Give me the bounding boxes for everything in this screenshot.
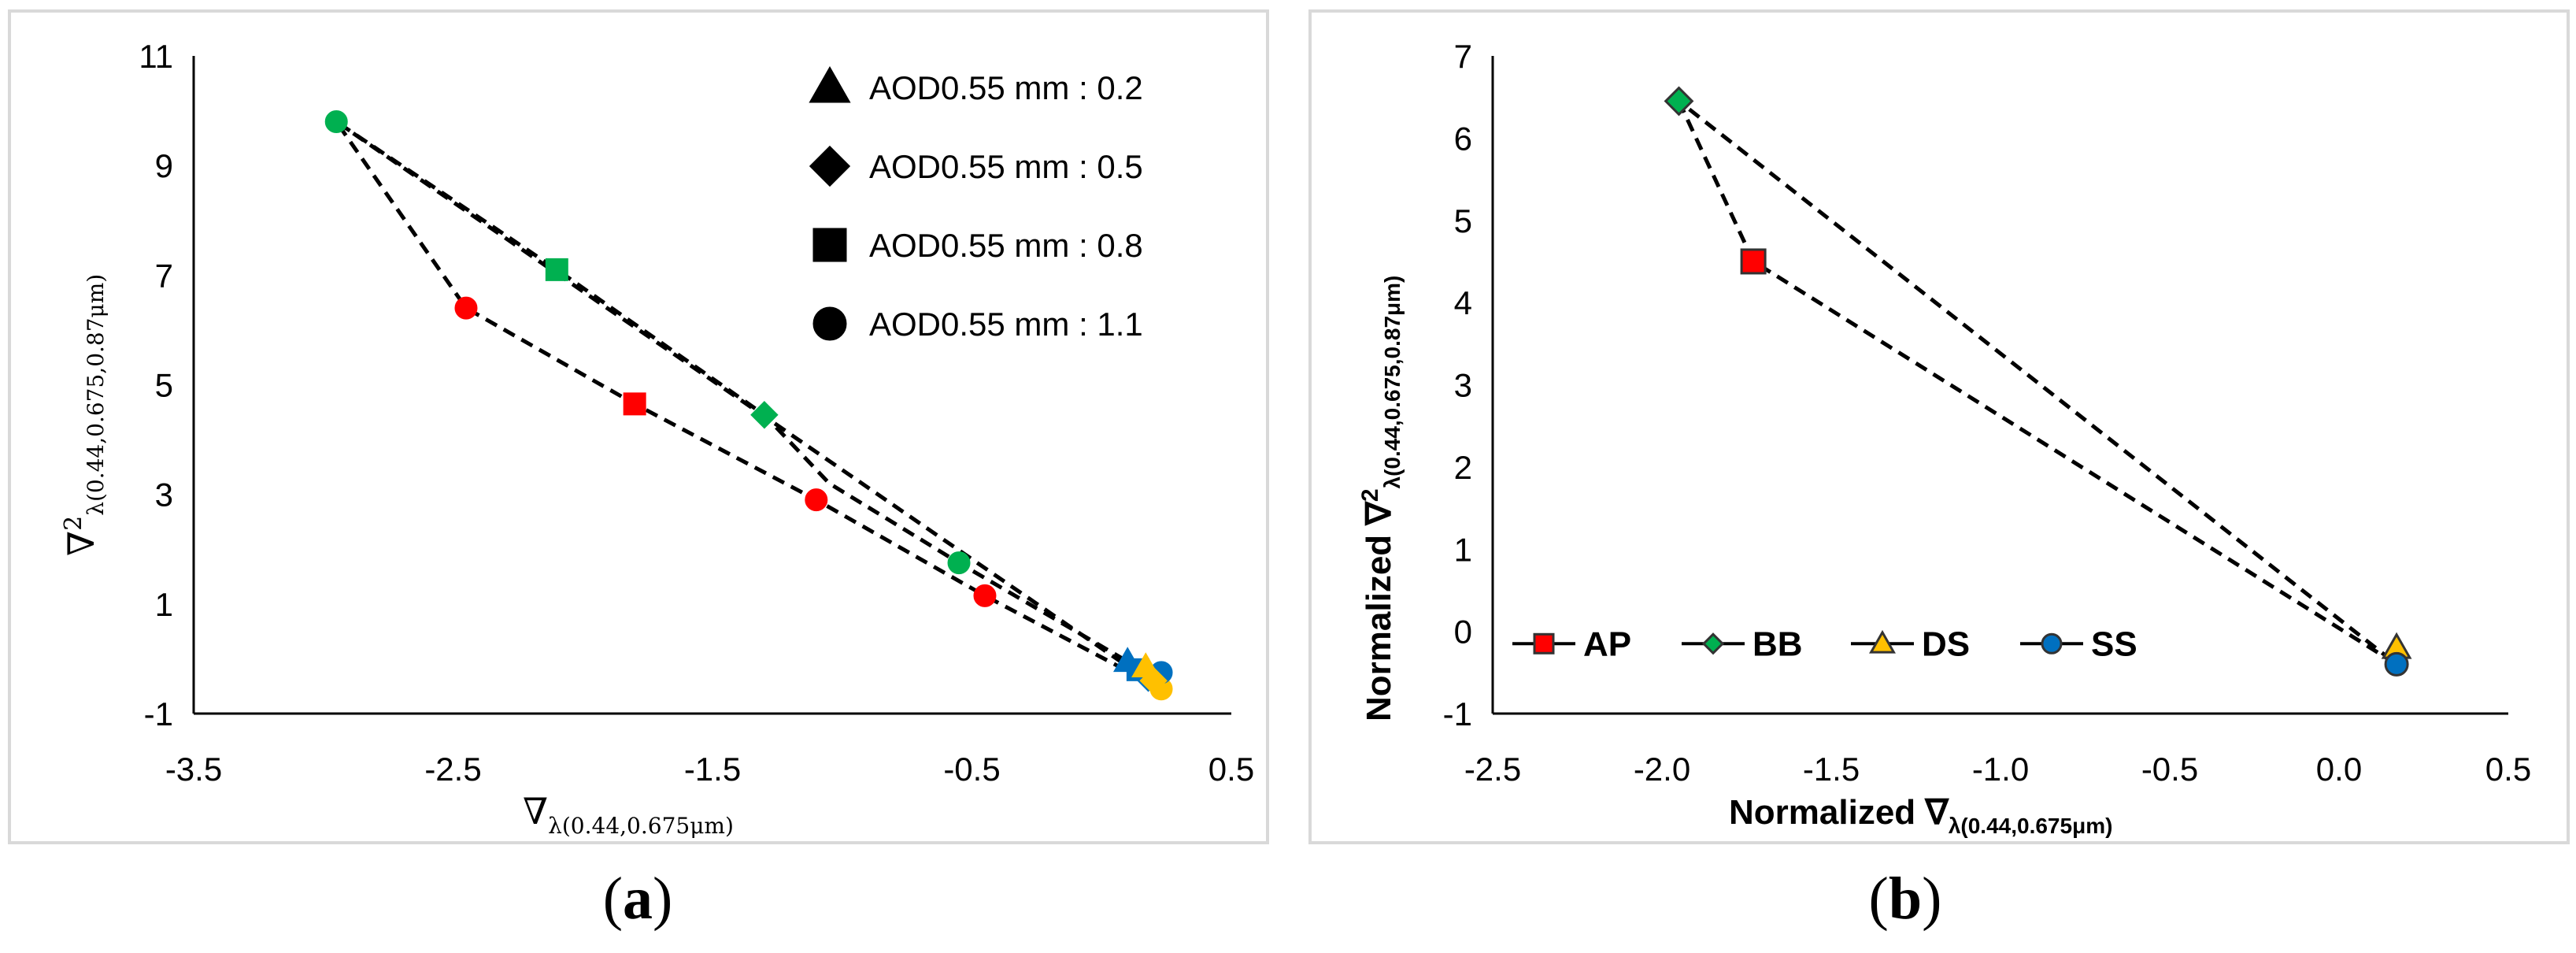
y-tick-label: 3 <box>1454 367 1472 404</box>
x-tick-label: -3.5 <box>165 751 222 788</box>
legend-marker-square <box>812 228 847 262</box>
caption-a-open: ( <box>602 866 623 932</box>
data-point-marker <box>454 296 478 320</box>
caption-b-open: ( <box>1868 866 1889 932</box>
chart-panel-a: -1 1 3 5 7 9 11 -3.5 -2.5 -1.5 -0.5 0.5 ∇λ(0.44,0.67… <box>8 9 1269 844</box>
y-tick-label: -1 <box>1443 695 1472 732</box>
x-tick-label: 0.5 <box>2485 751 2531 788</box>
x-axis-title: ∇λ(0.44,0.675μm) <box>523 790 734 839</box>
legend-label: AOD0.55 mm : 0.5 <box>869 148 1143 185</box>
data-point-marker <box>750 401 779 429</box>
y-tick-label: 0 <box>1454 614 1472 651</box>
caption-b-letter: b <box>1888 866 1923 932</box>
x-tick-label: -1.5 <box>684 751 741 788</box>
legend-label-AP: AP <box>1583 625 1631 663</box>
y-tick-label: 1 <box>155 586 173 623</box>
y-tick-label: 6 <box>1454 120 1472 157</box>
y-tick-label: 7 <box>1454 38 1472 75</box>
caption-b-close: ) <box>1922 866 1942 932</box>
y-tick-label: 11 <box>139 38 173 75</box>
legend-marker-SS <box>2041 632 2063 654</box>
x-tick-label: -2.5 <box>1464 751 1521 788</box>
y-tick-label: 7 <box>155 257 173 294</box>
data-point-marker <box>1139 666 1168 695</box>
y-tick-label: 1 <box>1454 531 1472 568</box>
legend-label-BB: BB <box>1752 625 1803 663</box>
data-point-marker <box>324 110 348 133</box>
x-tick-label: -0.5 <box>943 751 1000 788</box>
legend-marker-AP <box>1533 632 1555 654</box>
y-tick-label: 3 <box>155 476 173 514</box>
caption-a: (a) <box>520 865 756 933</box>
series-connector-line <box>335 120 1142 677</box>
data-point-SS <box>2384 651 2409 677</box>
y-tick-label: 5 <box>155 367 173 404</box>
x-tick-label: 0.5 <box>1208 751 1254 788</box>
chart-b-svg: -1 0 1 2 3 4 5 6 7 -2.5 -2.0 -1.5 -1.0 -0.5 0.0 0.5 Norm… <box>1357 38 2531 838</box>
legend-label: AOD0.55 mm : 0.8 <box>869 227 1143 264</box>
data-point-AP <box>1740 248 1767 275</box>
x-tick-label: -2.5 <box>424 751 481 788</box>
data-point-BB <box>1664 86 1694 117</box>
data-point-marker <box>805 488 828 512</box>
x-tick-label: -0.5 <box>2141 751 2198 788</box>
connector-line <box>1677 99 2398 666</box>
data-point-marker <box>947 551 971 575</box>
legend-marker-circle <box>812 306 847 341</box>
y-axis-title: ∇2λ(0.44,0.675,0.87μm) <box>60 274 109 556</box>
x-axis-title: Normalized ∇λ(0.44,0.675μm) <box>1729 793 2112 838</box>
series-connector-line <box>335 120 1163 691</box>
legend-marker-diamond <box>809 145 851 187</box>
y-tick-label: -1 <box>144 695 173 732</box>
y-tick-label: 5 <box>1454 202 1472 239</box>
x-tick-label: -1.5 <box>1803 751 1860 788</box>
y-tick-label: 9 <box>155 147 173 184</box>
legend-label-DS: DS <box>1922 625 1970 663</box>
chart-panel-b: -1 0 1 2 3 4 5 6 7 -2.5 -2.0 -1.5 -1.0 -0.5 0.0 0.5 Norm… <box>1308 9 2570 844</box>
legend-label: AOD0.55 mm : 0.2 <box>869 69 1143 106</box>
caption-a-close: ) <box>653 866 673 932</box>
data-point-marker <box>623 392 646 416</box>
legend-marker-triangle <box>809 65 851 103</box>
legend-marker-BB <box>1701 632 1725 655</box>
y-tick-label: 2 <box>1454 449 1472 486</box>
data-point-marker <box>973 584 997 607</box>
data-point-marker <box>545 258 568 281</box>
caption-b: (b) <box>1787 865 2023 933</box>
legend-label-SS: SS <box>2091 625 2137 663</box>
chart-a-svg: -1 1 3 5 7 9 11 -3.5 -2.5 -1.5 -0.5 0.5 ∇λ(0.44,0.67… <box>60 38 1254 839</box>
legend-label: AOD0.55 mm : 1.1 <box>869 306 1143 343</box>
x-tick-label: 0.0 <box>2316 751 2362 788</box>
legend-marker-DS <box>1869 629 1896 654</box>
y-tick-label: 4 <box>1454 284 1472 321</box>
caption-a-letter: a <box>623 866 653 932</box>
y-axis-title: Normalized ∇2λ(0.44,0.675,0.87μm) <box>1357 276 1405 721</box>
x-tick-label: -2.0 <box>1634 751 1690 788</box>
x-tick-label: -1.0 <box>1972 751 2029 788</box>
